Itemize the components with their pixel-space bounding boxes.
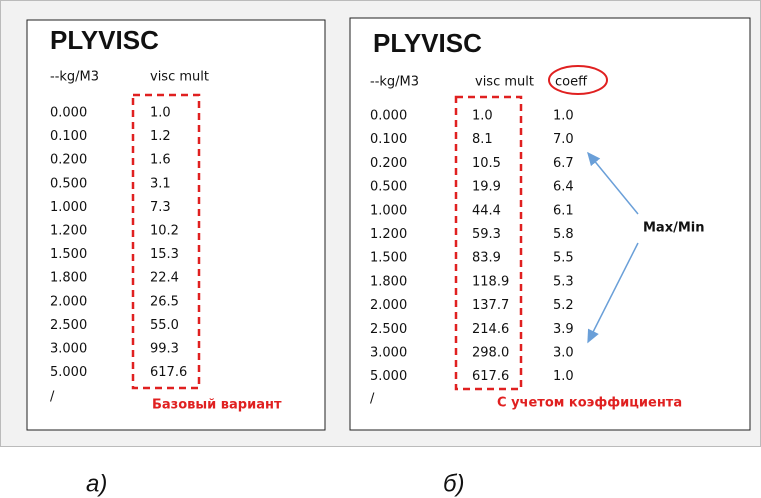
cell: 1.500 (50, 247, 87, 262)
cell: 298.0 (472, 346, 509, 361)
cell: 5.3 (553, 274, 574, 289)
column-header: --kg/M3 (370, 75, 419, 90)
cell: 1.0 (553, 369, 574, 384)
cell: 5.000 (50, 365, 87, 380)
cell: 99.3 (150, 342, 179, 357)
cell: 0.200 (370, 156, 407, 171)
cell: 118.9 (472, 274, 509, 289)
cell: 2.000 (50, 294, 87, 309)
title: PLYVISC (373, 28, 482, 58)
highlight-ellipse (548, 65, 608, 95)
cell: 0.500 (370, 180, 407, 195)
title: PLYVISC (50, 25, 159, 55)
cell: 2.500 (50, 318, 87, 333)
cell: 0.000 (370, 109, 407, 124)
cell: 2.500 (370, 322, 407, 337)
cell: 44.4 (472, 203, 501, 218)
panel-left (26, 19, 326, 431)
cell: 1.0 (553, 109, 574, 124)
cell: 3.000 (50, 342, 87, 357)
cell: 83.9 (472, 251, 501, 266)
cell: 1.000 (50, 200, 87, 215)
arrow (587, 242, 639, 344)
cell: 1.0 (472, 109, 493, 124)
caption: а) (86, 470, 107, 497)
cell: 1.2 (150, 129, 171, 144)
cell: 3.0 (553, 346, 574, 361)
cell: 3.9 (553, 322, 574, 337)
end-marker: / (370, 392, 375, 407)
column-header: visc mult (475, 75, 534, 90)
cell: 6.1 (553, 203, 574, 218)
caption: б) (443, 470, 465, 497)
column-header: visc mult (150, 70, 209, 85)
cell: 1.800 (50, 271, 87, 286)
cell: 55.0 (150, 318, 179, 333)
cell: 22.4 (150, 271, 179, 286)
cell: 19.9 (472, 180, 501, 195)
panel-right (349, 17, 751, 431)
cell: 0.000 (50, 106, 87, 121)
cell: 15.3 (150, 247, 179, 262)
cell: 2.000 (370, 298, 407, 313)
cell: 1.200 (50, 224, 87, 239)
cell: 0.100 (370, 132, 407, 147)
cell: 7.0 (553, 132, 574, 147)
cell: 214.6 (472, 322, 509, 337)
cell: 1.6 (150, 153, 171, 168)
cell: 3.000 (370, 346, 407, 361)
cell: 3.1 (150, 176, 171, 191)
cell: 6.7 (553, 156, 574, 171)
cell: 6.4 (553, 180, 574, 195)
cell: 59.3 (472, 227, 501, 242)
note: Базовый вариант (152, 398, 282, 413)
arrow (587, 151, 639, 215)
cell: 5.2 (553, 298, 574, 313)
highlight-box (454, 95, 523, 391)
cell: 0.200 (50, 153, 87, 168)
cell: 137.7 (472, 298, 509, 313)
cell: 7.3 (150, 200, 171, 215)
cell: 1.500 (370, 251, 407, 266)
end-marker: / (50, 390, 55, 405)
cell: 0.500 (50, 176, 87, 191)
cell: 1.200 (370, 227, 407, 242)
cell: 0.100 (50, 129, 87, 144)
cell: 1.0 (150, 106, 171, 121)
cell: 1.800 (370, 274, 407, 289)
cell: 8.1 (472, 132, 493, 147)
cell: 1.000 (370, 203, 407, 218)
cell: 617.6 (150, 365, 187, 380)
column-header: --kg/M3 (50, 70, 99, 85)
cell: 617.6 (472, 369, 509, 384)
cell: 26.5 (150, 294, 179, 309)
cell: 5.8 (553, 227, 574, 242)
column-header: coeff (555, 75, 588, 90)
annotation: Max/Min (643, 221, 705, 236)
cell: 10.5 (472, 156, 501, 171)
cell: 5.5 (553, 251, 574, 266)
cell: 10.2 (150, 224, 179, 239)
cell: 5.000 (370, 369, 407, 384)
note: С учетом коэффициента (497, 396, 682, 411)
